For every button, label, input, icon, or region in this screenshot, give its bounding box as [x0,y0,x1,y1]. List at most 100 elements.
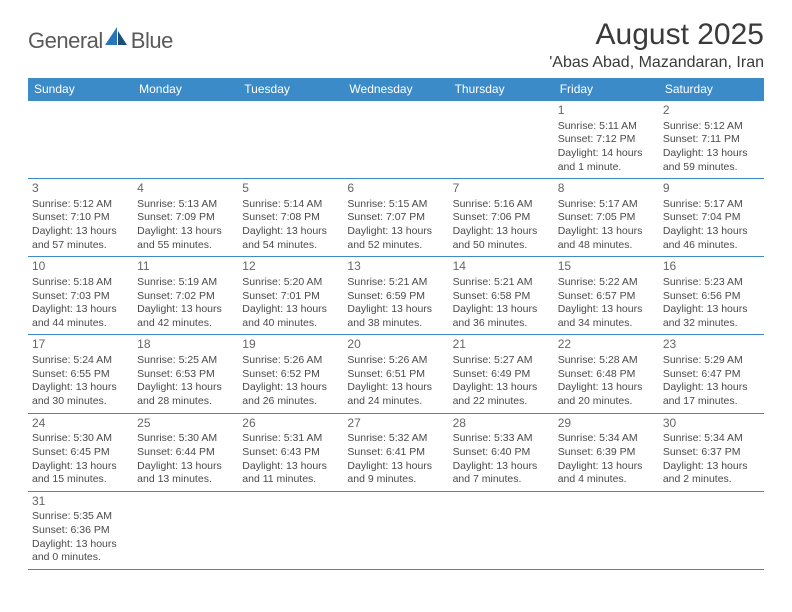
daylight-text: Daylight: 13 hours [242,460,339,474]
weekday-header: Tuesday [238,78,343,101]
sunset-text: Sunset: 6:51 PM [347,368,444,382]
calendar-day-cell [28,101,133,179]
sunset-text: Sunset: 7:12 PM [558,133,655,147]
calendar-week-row: 24Sunrise: 5:30 AMSunset: 6:45 PMDayligh… [28,413,764,491]
day-number: 1 [558,103,655,119]
daylight-text: Daylight: 13 hours [137,303,234,317]
daylight-text: and 20 minutes. [558,395,655,409]
daylight-text: and 30 minutes. [32,395,129,409]
sunrise-text: Sunrise: 5:19 AM [137,276,234,290]
daylight-text: and 38 minutes. [347,317,444,331]
calendar-day-cell: 22Sunrise: 5:28 AMSunset: 6:48 PMDayligh… [554,335,659,413]
sunrise-text: Sunrise: 5:34 AM [558,432,655,446]
calendar-day-cell: 24Sunrise: 5:30 AMSunset: 6:45 PMDayligh… [28,413,133,491]
sunrise-text: Sunrise: 5:12 AM [32,198,129,212]
daylight-text: Daylight: 13 hours [32,303,129,317]
sunrise-text: Sunrise: 5:17 AM [663,198,760,212]
sunrise-text: Sunrise: 5:13 AM [137,198,234,212]
day-number: 20 [347,337,444,353]
calendar-week-row: 10Sunrise: 5:18 AMSunset: 7:03 PMDayligh… [28,257,764,335]
daylight-text: and 11 minutes. [242,473,339,487]
calendar-day-cell: 25Sunrise: 5:30 AMSunset: 6:44 PMDayligh… [133,413,238,491]
sunrise-text: Sunrise: 5:30 AM [32,432,129,446]
calendar-day-cell: 20Sunrise: 5:26 AMSunset: 6:51 PMDayligh… [343,335,448,413]
sunrise-text: Sunrise: 5:12 AM [663,120,760,134]
daylight-text: and 4 minutes. [558,473,655,487]
day-number: 29 [558,416,655,432]
sunset-text: Sunset: 6:59 PM [347,290,444,304]
daylight-text: Daylight: 13 hours [137,381,234,395]
calendar-day-cell: 30Sunrise: 5:34 AMSunset: 6:37 PMDayligh… [659,413,764,491]
calendar-day-cell: 23Sunrise: 5:29 AMSunset: 6:47 PMDayligh… [659,335,764,413]
daylight-text: and 57 minutes. [32,239,129,253]
daylight-text: Daylight: 13 hours [137,460,234,474]
calendar-week-row: 17Sunrise: 5:24 AMSunset: 6:55 PMDayligh… [28,335,764,413]
weekday-header-row: Sunday Monday Tuesday Wednesday Thursday… [28,78,764,101]
daylight-text: Daylight: 13 hours [558,303,655,317]
sunset-text: Sunset: 7:05 PM [558,211,655,225]
daylight-text: Daylight: 13 hours [242,225,339,239]
calendar-day-cell [659,491,764,569]
calendar-day-cell: 27Sunrise: 5:32 AMSunset: 6:41 PMDayligh… [343,413,448,491]
daylight-text: and 46 minutes. [663,239,760,253]
calendar-day-cell: 10Sunrise: 5:18 AMSunset: 7:03 PMDayligh… [28,257,133,335]
weekday-header: Friday [554,78,659,101]
sunset-text: Sunset: 6:55 PM [32,368,129,382]
sunset-text: Sunset: 7:08 PM [242,211,339,225]
daylight-text: and 2 minutes. [663,473,760,487]
sunrise-text: Sunrise: 5:17 AM [558,198,655,212]
calendar-day-cell [554,491,659,569]
daylight-text: Daylight: 13 hours [347,381,444,395]
sunrise-text: Sunrise: 5:28 AM [558,354,655,368]
daylight-text: and 24 minutes. [347,395,444,409]
location-subtitle: 'Abas Abad, Mazandaran, Iran [549,54,764,72]
day-number: 26 [242,416,339,432]
calendar-day-cell: 29Sunrise: 5:34 AMSunset: 6:39 PMDayligh… [554,413,659,491]
sunrise-text: Sunrise: 5:29 AM [663,354,760,368]
calendar-day-cell [449,101,554,179]
sunset-text: Sunset: 6:48 PM [558,368,655,382]
calendar-day-cell: 14Sunrise: 5:21 AMSunset: 6:58 PMDayligh… [449,257,554,335]
calendar-body: 1Sunrise: 5:11 AMSunset: 7:12 PMDaylight… [28,101,764,570]
daylight-text: Daylight: 13 hours [32,538,129,552]
calendar-day-cell: 13Sunrise: 5:21 AMSunset: 6:59 PMDayligh… [343,257,448,335]
daylight-text: Daylight: 13 hours [347,303,444,317]
sunset-text: Sunset: 7:09 PM [137,211,234,225]
sunrise-text: Sunrise: 5:27 AM [453,354,550,368]
day-number: 23 [663,337,760,353]
daylight-text: and 17 minutes. [663,395,760,409]
daylight-text: Daylight: 13 hours [347,225,444,239]
weekday-header: Saturday [659,78,764,101]
calendar-table: Sunday Monday Tuesday Wednesday Thursday… [28,78,764,570]
daylight-text: Daylight: 14 hours [558,147,655,161]
daylight-text: and 1 minute. [558,161,655,175]
calendar-day-cell: 26Sunrise: 5:31 AMSunset: 6:43 PMDayligh… [238,413,343,491]
title-block: August 2025 'Abas Abad, Mazandaran, Iran [549,18,764,72]
day-number: 4 [137,181,234,197]
daylight-text: and 54 minutes. [242,239,339,253]
calendar-day-cell: 28Sunrise: 5:33 AMSunset: 6:40 PMDayligh… [449,413,554,491]
daylight-text: and 42 minutes. [137,317,234,331]
calendar-day-cell: 2Sunrise: 5:12 AMSunset: 7:11 PMDaylight… [659,101,764,179]
sunset-text: Sunset: 6:45 PM [32,446,129,460]
calendar-day-cell [343,101,448,179]
sunset-text: Sunset: 6:41 PM [347,446,444,460]
daylight-text: and 28 minutes. [137,395,234,409]
day-number: 2 [663,103,760,119]
day-number: 9 [663,181,760,197]
daylight-text: Daylight: 13 hours [242,381,339,395]
sunset-text: Sunset: 7:03 PM [32,290,129,304]
sunrise-text: Sunrise: 5:30 AM [137,432,234,446]
daylight-text: Daylight: 13 hours [663,381,760,395]
day-number: 19 [242,337,339,353]
sunrise-text: Sunrise: 5:21 AM [453,276,550,290]
daylight-text: and 40 minutes. [242,317,339,331]
sunset-text: Sunset: 7:07 PM [347,211,444,225]
sunset-text: Sunset: 7:04 PM [663,211,760,225]
calendar-day-cell [133,101,238,179]
calendar-day-cell: 12Sunrise: 5:20 AMSunset: 7:01 PMDayligh… [238,257,343,335]
sunrise-text: Sunrise: 5:11 AM [558,120,655,134]
day-number: 6 [347,181,444,197]
sunrise-text: Sunrise: 5:22 AM [558,276,655,290]
daylight-text: and 44 minutes. [32,317,129,331]
